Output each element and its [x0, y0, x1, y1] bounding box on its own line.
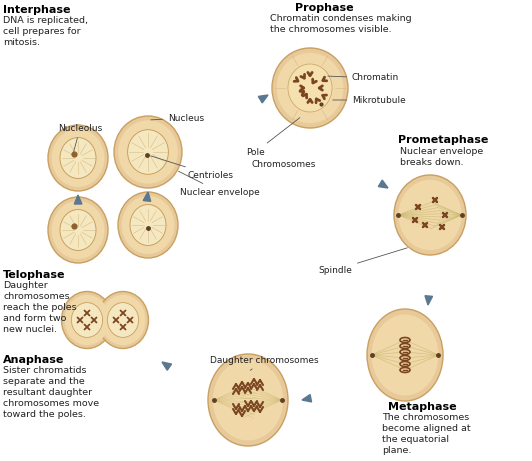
Text: Interphase: Interphase	[3, 5, 71, 15]
Ellipse shape	[101, 295, 145, 345]
Ellipse shape	[208, 354, 288, 446]
Text: Daughter
chromosomes
reach the poles
and form two
new nuclei.: Daughter chromosomes reach the poles and…	[3, 281, 77, 334]
Ellipse shape	[62, 291, 112, 349]
Text: Nucleus: Nucleus	[151, 113, 204, 123]
Polygon shape	[378, 180, 388, 188]
Polygon shape	[425, 296, 433, 305]
Text: Sister chromatids
separate and the
resultant daughter
chromosomes move
toward th: Sister chromatids separate and the resul…	[3, 366, 99, 420]
Ellipse shape	[52, 129, 104, 187]
Text: Chromosomes: Chromosomes	[252, 160, 317, 169]
Ellipse shape	[213, 360, 283, 440]
Polygon shape	[259, 95, 268, 103]
Text: Prometaphase: Prometaphase	[398, 135, 488, 145]
Ellipse shape	[288, 64, 332, 112]
Text: Pole: Pole	[246, 118, 300, 156]
Text: Nuclear envelope: Nuclear envelope	[178, 171, 260, 196]
Ellipse shape	[272, 48, 348, 128]
Text: Telophase: Telophase	[3, 270, 65, 280]
Text: Spindle: Spindle	[318, 248, 408, 274]
Polygon shape	[74, 195, 82, 204]
Ellipse shape	[394, 175, 466, 255]
Polygon shape	[162, 362, 171, 370]
Ellipse shape	[118, 120, 178, 183]
Text: Centrioles: Centrioles	[151, 156, 234, 179]
Ellipse shape	[367, 309, 443, 401]
Ellipse shape	[122, 196, 174, 254]
Ellipse shape	[128, 130, 169, 174]
Text: Chromatin condenses making
the chromosomes visible.: Chromatin condenses making the chromosom…	[270, 14, 412, 34]
Text: DNA is replicated,
cell prepares for
mitosis.: DNA is replicated, cell prepares for mit…	[3, 16, 88, 47]
Ellipse shape	[118, 192, 178, 258]
Polygon shape	[302, 395, 312, 402]
Text: Nucleolus: Nucleolus	[58, 124, 102, 151]
Ellipse shape	[60, 210, 96, 250]
Text: Nuclear envelope
breaks down.: Nuclear envelope breaks down.	[400, 147, 483, 167]
Ellipse shape	[130, 205, 166, 245]
Text: Prophase: Prophase	[295, 3, 354, 13]
Ellipse shape	[114, 116, 182, 188]
Ellipse shape	[48, 125, 108, 191]
Text: Anaphase: Anaphase	[3, 355, 64, 365]
Ellipse shape	[97, 291, 148, 349]
Text: Daughter chromosomes: Daughter chromosomes	[210, 355, 319, 370]
Ellipse shape	[107, 302, 139, 337]
Text: The chromosomes
become aligned at
the equatorial
plane.: The chromosomes become aligned at the eq…	[382, 413, 471, 455]
Text: Mikrotubule: Mikrotubule	[333, 95, 406, 105]
Ellipse shape	[60, 137, 96, 178]
Ellipse shape	[52, 201, 104, 259]
Ellipse shape	[64, 295, 110, 345]
Ellipse shape	[277, 53, 344, 123]
Ellipse shape	[371, 314, 438, 396]
Polygon shape	[143, 192, 151, 201]
Text: Chromatin: Chromatin	[328, 73, 399, 83]
Ellipse shape	[398, 180, 462, 250]
Ellipse shape	[71, 302, 103, 337]
Ellipse shape	[48, 197, 108, 263]
Text: Metaphase: Metaphase	[388, 402, 456, 412]
